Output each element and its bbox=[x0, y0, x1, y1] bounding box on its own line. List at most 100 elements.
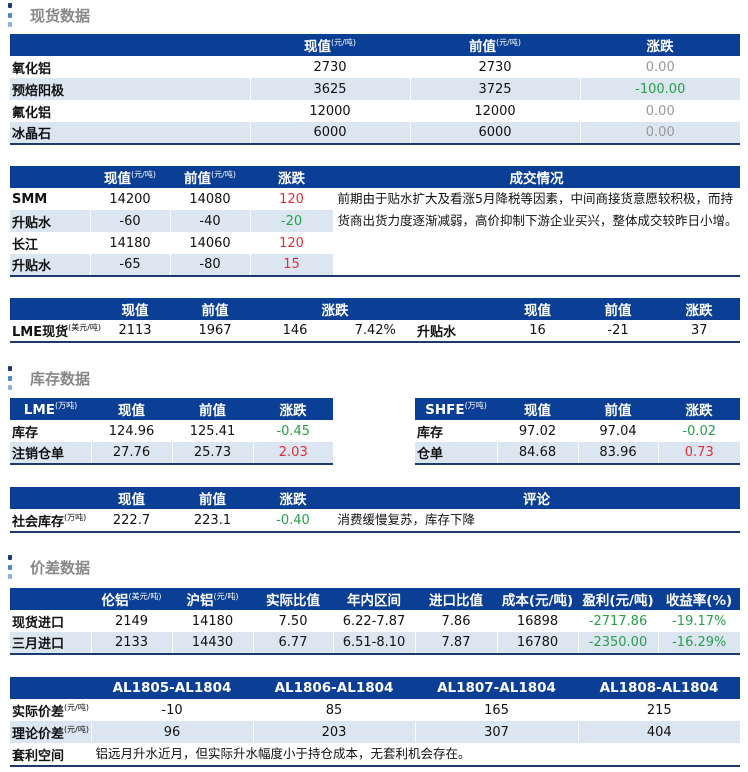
table-cell: 146 bbox=[254, 320, 335, 342]
cell-text: 1967 bbox=[198, 323, 232, 338]
cell-text: 6.22-7.87 bbox=[342, 613, 406, 629]
table-cell: -0.45 bbox=[252, 420, 333, 442]
column-header-label: 收益率(%) bbox=[665, 593, 733, 609]
column-header: 涨跌 bbox=[255, 298, 415, 320]
table-cell: 7.87 bbox=[414, 632, 497, 654]
row-label: 仓单 bbox=[415, 442, 497, 464]
table-deals: 现值(元/吨) 前值(元/吨) 涨跌 成交情况 SMM 14200 14080 120 前期由于… bbox=[10, 166, 740, 277]
table-cell: 3725 bbox=[409, 78, 580, 100]
cell-text: 3625 bbox=[313, 81, 347, 97]
table-cell: 2149 bbox=[90, 610, 172, 632]
row-label: LME现货(美元/吨) bbox=[10, 320, 101, 342]
row-label: 升贴水 bbox=[10, 210, 90, 232]
row-label: 社会库存(万吨) bbox=[10, 509, 91, 532]
table-import-spread: 伦铝(美元/吨) 沪铝(元/吨) 实际比值 年内区间 进口比值 成本(元/吨) 盈利(元/吨… bbox=[10, 588, 740, 655]
table-row: 冰晶石 6000 6000 0.00 bbox=[10, 122, 740, 144]
bullet-icon bbox=[8, 555, 12, 560]
cell-text: 16780 bbox=[516, 635, 559, 650]
cell-text: -0.02 bbox=[682, 423, 717, 439]
column-header-label: 前值 bbox=[604, 303, 632, 319]
table-row: 库存 124.96 125.41 -0.45 bbox=[10, 420, 333, 442]
row-label: 理论价差(元/吨) bbox=[10, 721, 91, 743]
table-cell: -19.17% bbox=[657, 610, 740, 632]
table-cell: 120 bbox=[249, 232, 333, 254]
table-row: 套利空间 铝远月升水近月，但实际升水幅度小于持仓成本，无套利机会存在。 bbox=[10, 743, 740, 766]
cell-text: 83.96 bbox=[599, 445, 637, 460]
table-cell: 0.00 bbox=[579, 100, 740, 122]
cell-text: 14180 bbox=[109, 235, 151, 251]
column-header: 现值 bbox=[95, 298, 175, 320]
row-label: 氧化铝 bbox=[10, 56, 250, 78]
cell-text: 222.7 bbox=[112, 512, 151, 528]
table-cell: -100.00 bbox=[579, 78, 740, 100]
cell-text: 307 bbox=[484, 724, 509, 740]
column-header: 现值(元/吨) bbox=[90, 166, 170, 188]
column-header-label: 成本(元/吨) bbox=[501, 593, 574, 609]
column-header-label: 伦铝 bbox=[101, 593, 129, 609]
table-cell: 升贴水 bbox=[415, 320, 497, 342]
column-header: 伦铝(美元/吨) bbox=[91, 588, 172, 610]
column-header: 前值 bbox=[578, 398, 658, 420]
cell-text: 6.77 bbox=[278, 635, 308, 650]
row-label: 库存 bbox=[415, 420, 497, 442]
table-cell: 14080 bbox=[169, 188, 250, 210]
row-label: 实际价差(元/吨) bbox=[10, 699, 91, 721]
column-header: SHFE(万吨) bbox=[415, 398, 497, 420]
table-cell: 14180 bbox=[89, 232, 170, 254]
table-cell: 223.1 bbox=[171, 509, 253, 532]
cell-text: 16898 bbox=[516, 613, 559, 629]
cell-text: 7.87 bbox=[441, 635, 471, 650]
cell-text: 16 bbox=[529, 323, 546, 338]
column-header: 成本(元/吨) bbox=[497, 588, 578, 610]
table-cell: 1967 bbox=[174, 320, 255, 342]
cell-text: 12000 bbox=[309, 103, 351, 119]
bullet-icon bbox=[8, 22, 12, 27]
column-header-label: 涨跌 bbox=[278, 171, 305, 187]
table-cell: -16.29% bbox=[657, 632, 740, 654]
cell-text: -21 bbox=[607, 323, 629, 338]
table-row: 升贴水 -65 -80 15 bbox=[10, 254, 740, 276]
column-header: 前值 bbox=[172, 398, 253, 420]
cell-text: 97.02 bbox=[518, 423, 557, 439]
column-header: 成交情况 bbox=[333, 166, 740, 188]
table-calendar-spread: AL1805-AL1804 AL1806-AL1804 AL1807-AL1804 A… bbox=[10, 677, 740, 767]
cell-text: 124.96 bbox=[108, 423, 155, 439]
column-header: 收益率(%) bbox=[658, 588, 740, 610]
table-row: 注销仓单 27.76 25.73 2.03 bbox=[10, 442, 333, 464]
bullet-icon bbox=[8, 385, 12, 390]
column-header bbox=[10, 588, 91, 610]
row-label: 注销仓单 bbox=[10, 442, 91, 464]
column-header: 前值(元/吨) bbox=[410, 34, 580, 56]
unit-label: (元/吨) bbox=[213, 592, 239, 601]
cell-text: 3725 bbox=[478, 81, 512, 97]
column-header-label: LME bbox=[23, 402, 55, 418]
column-header: 现值 bbox=[91, 398, 172, 420]
cell-text: 85 bbox=[325, 702, 343, 718]
cell-text: 7.50 bbox=[278, 613, 308, 629]
unit-label: (元/吨) bbox=[64, 724, 89, 734]
cell-text: 14180 bbox=[191, 613, 234, 629]
cell-text: 0.73 bbox=[684, 445, 714, 460]
unit-label: (元/吨) bbox=[331, 38, 356, 47]
table-row: 实际价差(元/吨) -10 85 165 215 bbox=[10, 699, 740, 721]
table-row: LME现货(美元/吨) 2113 1967 146 7.42% 升贴水 16 -21 37 bbox=[10, 320, 740, 342]
row-label: 氟化铝 bbox=[10, 100, 250, 122]
cell-text: 注销仓单 bbox=[12, 447, 65, 462]
column-header: 涨跌 bbox=[658, 298, 740, 320]
bullet-icon bbox=[8, 565, 12, 570]
table-cell: -20 bbox=[249, 210, 333, 232]
table-spot: 现值(元/吨) 前值(元/吨) 涨跌 氧化铝 2730 2730 0.00 预焙阳极 3625 3… bbox=[10, 34, 740, 145]
column-header: AL1806-AL1804 bbox=[253, 677, 415, 699]
column-header: 沪铝(元/吨) bbox=[172, 588, 253, 610]
column-header-label: 现值 bbox=[524, 303, 551, 319]
table-cell: 16 bbox=[496, 320, 578, 342]
table-cell: -10 bbox=[90, 699, 253, 721]
table-cell: 6.51-8.10 bbox=[332, 632, 415, 654]
table-cell: 7.42% bbox=[334, 320, 415, 342]
column-header: AL1807-AL1804 bbox=[415, 677, 578, 699]
column-header: AL1805-AL1804 bbox=[91, 677, 253, 699]
cell-text: 理论价差 bbox=[12, 726, 65, 742]
cell-text: -60 bbox=[119, 213, 141, 229]
table-cell: 前期由于贴水扩大及看涨5月降税等因素，中间商接货意愿较积极，而持货商出货力度逐渐… bbox=[332, 188, 740, 276]
cell-text: 长江 bbox=[12, 237, 39, 253]
